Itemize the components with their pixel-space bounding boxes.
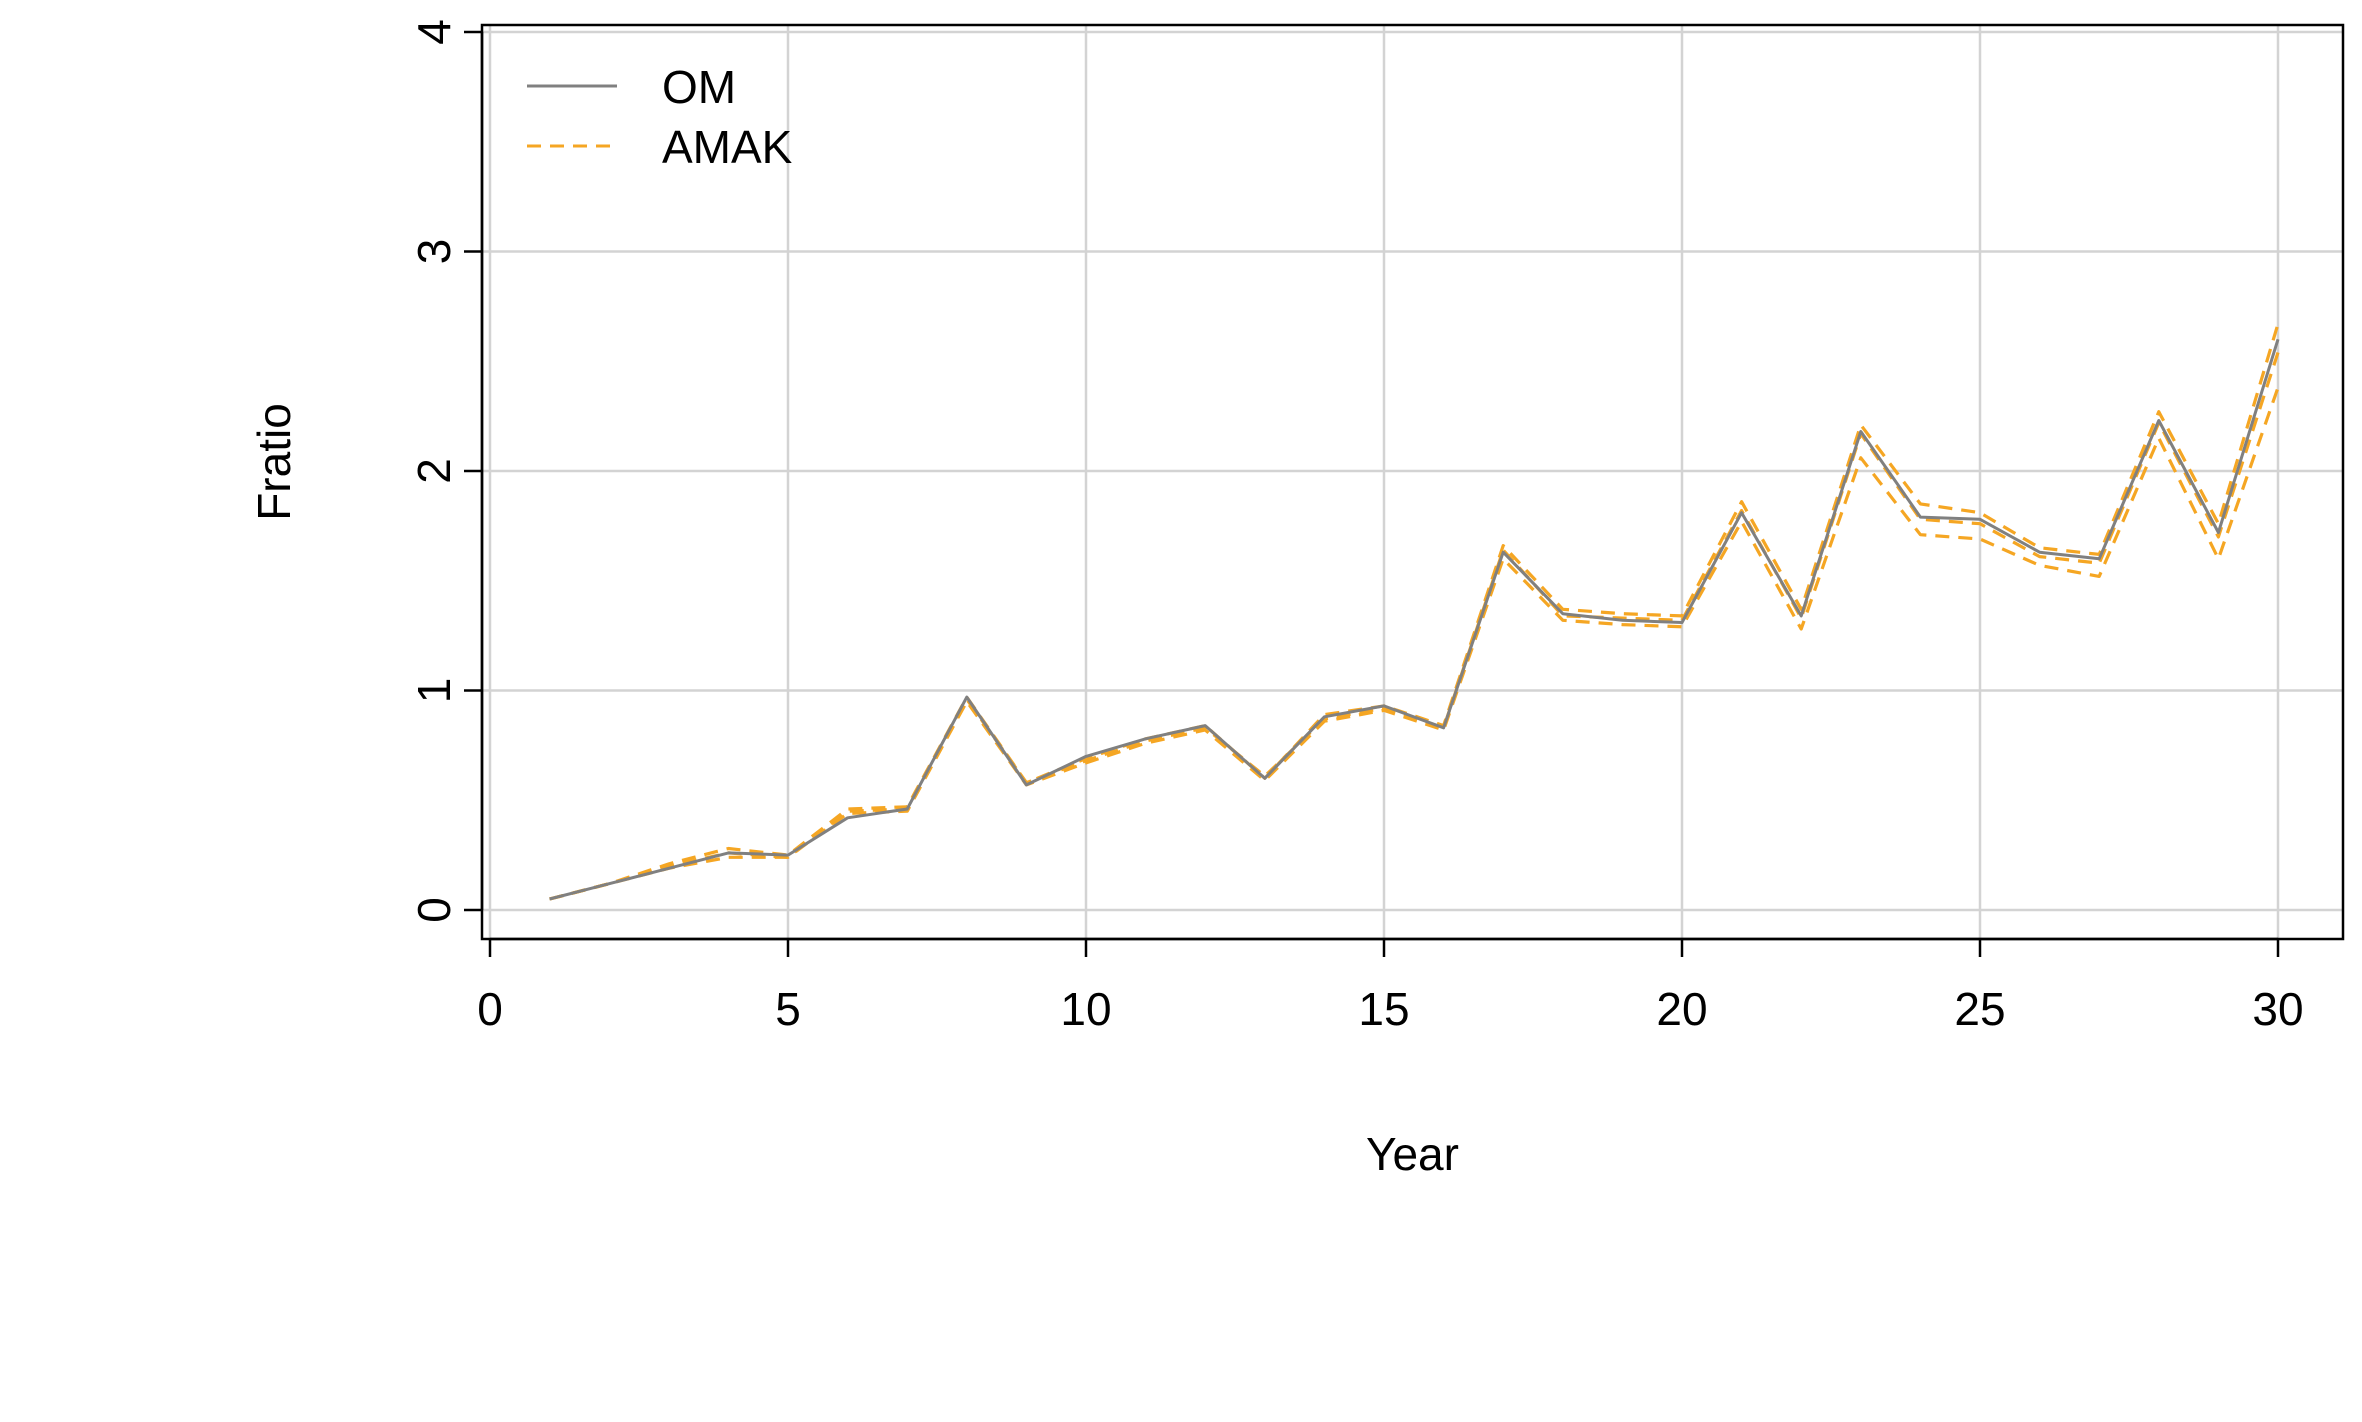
legend: OM AMAK — [527, 61, 793, 173]
y-tick-label: 2 — [408, 458, 460, 484]
x-tick-label: 20 — [1656, 983, 1707, 1035]
series-line-om — [549, 338, 2280, 901]
series-line-amak-bound-2 — [549, 323, 2280, 901]
y-tick-label: 4 — [408, 19, 460, 45]
legend-label-amak: AMAK — [662, 121, 793, 173]
x-tick-label: 0 — [477, 983, 503, 1035]
y-tick-label: 1 — [408, 678, 460, 704]
x-tick-label: 5 — [775, 983, 801, 1035]
x-tick-label: 25 — [1954, 983, 2005, 1035]
x-axis: 0 5 10 15 20 25 30 — [477, 937, 2304, 1035]
y-tick-label: 0 — [408, 897, 460, 923]
y-axis: 0 1 2 3 4 — [408, 19, 484, 923]
series-line-amak-bound-3 — [549, 387, 2280, 901]
series-line-amak — [549, 352, 2280, 901]
series-lines — [549, 323, 2280, 901]
x-tick-label: 30 — [2252, 983, 2303, 1035]
x-tick-label: 10 — [1060, 983, 1111, 1035]
x-axis-label: Year — [1366, 1128, 1459, 1180]
y-tick-label: 3 — [408, 239, 460, 265]
x-tick-label: 15 — [1358, 983, 1409, 1035]
legend-label-om: OM — [662, 61, 736, 113]
y-axis-label: Fratio — [248, 403, 300, 521]
grid-lines — [482, 25, 2343, 939]
